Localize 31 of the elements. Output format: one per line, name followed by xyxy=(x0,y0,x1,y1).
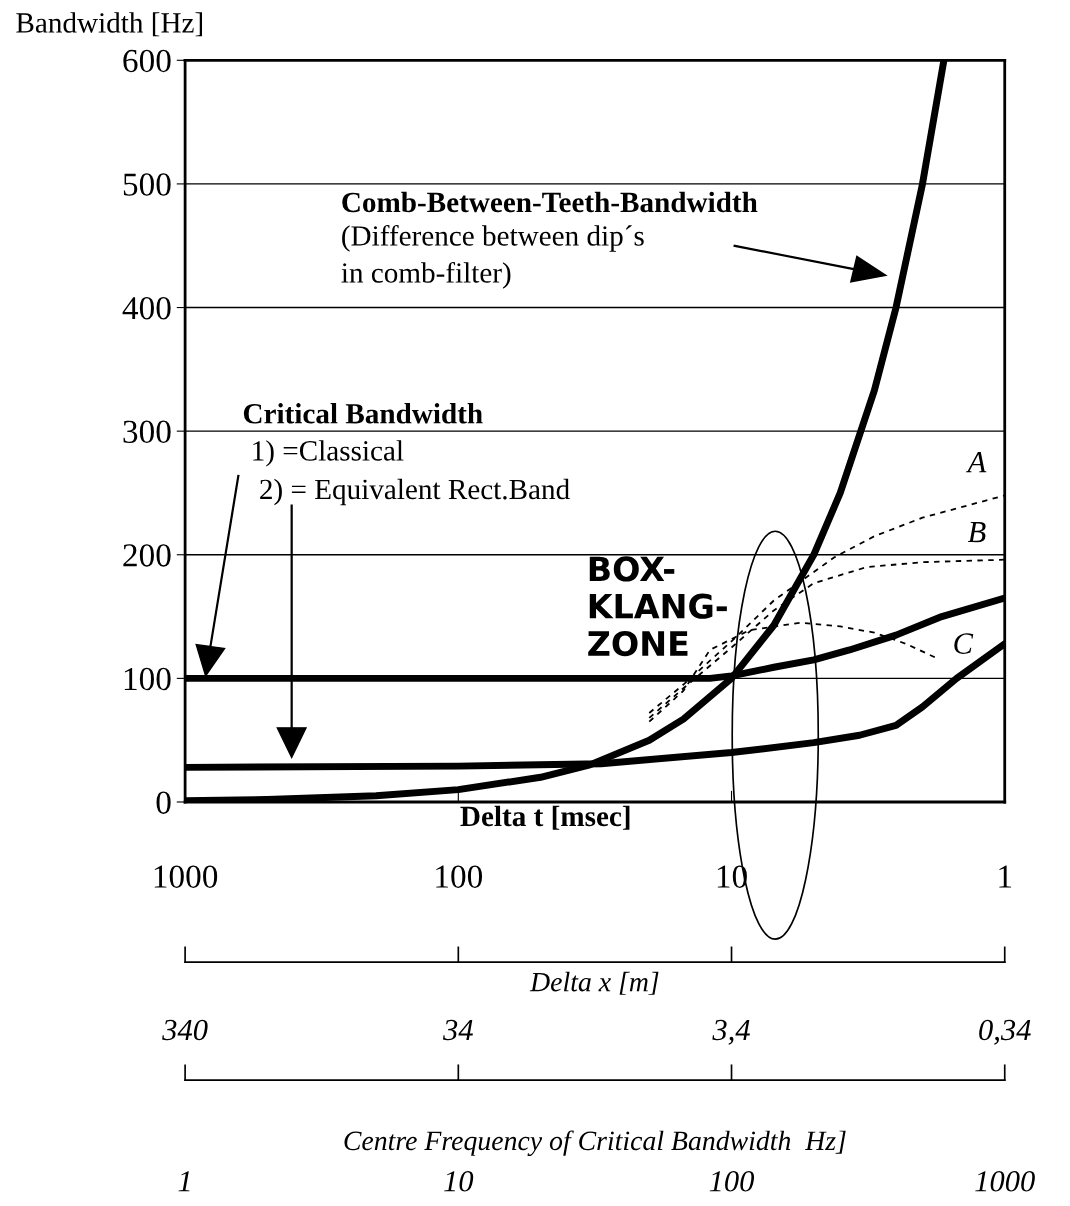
text: 3,4 xyxy=(712,1019,750,1045)
x-tick-label: 1000 xyxy=(154,865,218,888)
text: 340 xyxy=(162,1019,208,1041)
annotation: 1) =Classical xyxy=(253,440,404,467)
text: 1000 xyxy=(975,1170,1035,1192)
annotation: A xyxy=(965,452,987,473)
text: 0,34 xyxy=(979,1019,1031,1045)
annotation: C xyxy=(954,633,974,654)
text: Delta x [m] xyxy=(529,971,659,995)
y-tick-label: 600 xyxy=(123,49,171,73)
x-axis-title: Delta t [msec] xyxy=(460,805,630,830)
y-axis-title: Bandwidth [Hz] xyxy=(16,12,203,37)
y-tick-label: 300 xyxy=(123,420,171,444)
y-tick-label: 200 xyxy=(123,544,171,567)
text: 1 xyxy=(178,1171,190,1192)
text: 34 xyxy=(443,1019,473,1041)
y-tick-label: 0 xyxy=(156,791,171,814)
text: 10 xyxy=(444,1170,474,1192)
annotation: 2) = Equivalent Rect.Band xyxy=(260,478,570,506)
annotation: Comb-Between-Teeth-Bandwidth xyxy=(342,191,758,213)
annotation: BOX- KLANG- ZONE xyxy=(588,556,727,657)
annotation: Critical Bandwidth xyxy=(243,403,483,424)
y-tick-label: 100 xyxy=(124,667,171,691)
text: Centre Frequency of Critical Bandwidth Hz] xyxy=(344,1130,846,1156)
annotation: (Difference between dip´s in comb-filter) xyxy=(341,224,644,289)
x-tick-label: 1 xyxy=(999,865,1012,888)
text: 100 xyxy=(709,1170,755,1192)
y-tick-label: 400 xyxy=(122,296,171,320)
annotation: B xyxy=(967,522,986,543)
y-tick-label: 500 xyxy=(123,173,171,196)
x-tick-label: 100 xyxy=(436,865,483,888)
